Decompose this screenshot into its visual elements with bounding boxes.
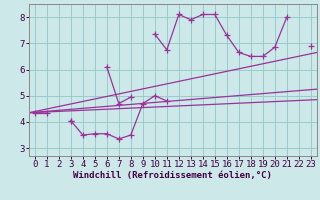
X-axis label: Windchill (Refroidissement éolien,°C): Windchill (Refroidissement éolien,°C) — [73, 171, 272, 180]
